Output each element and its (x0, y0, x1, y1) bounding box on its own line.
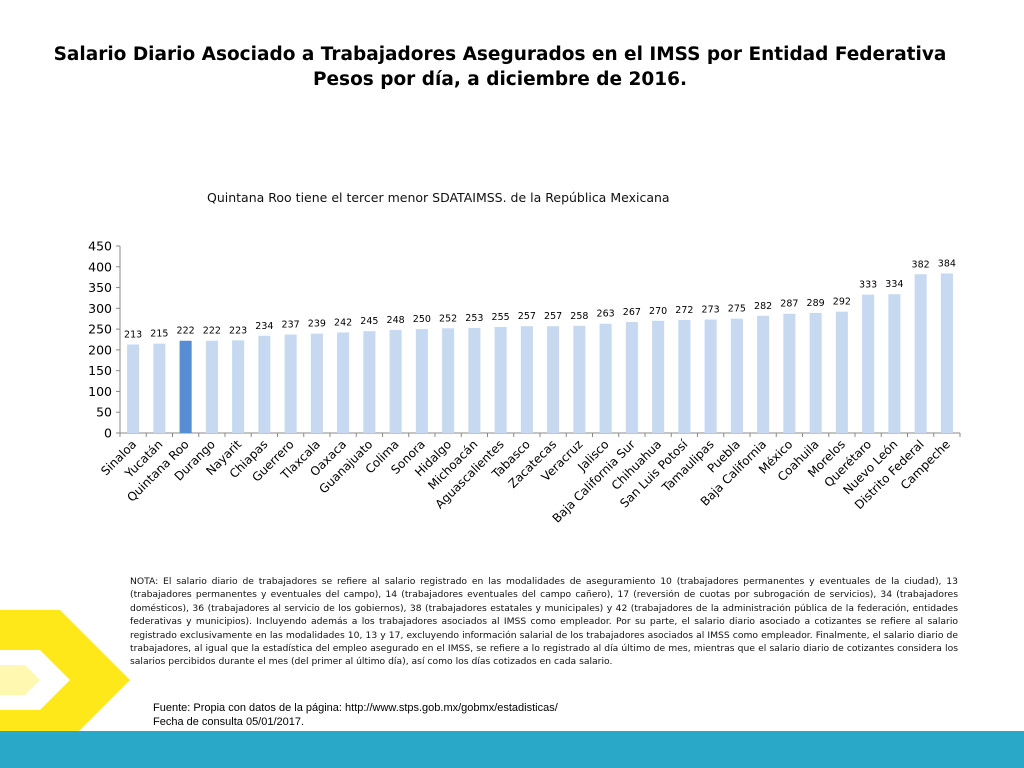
bar (337, 332, 350, 433)
bar (520, 326, 533, 433)
bar (757, 315, 770, 433)
bar (783, 313, 796, 433)
y-tick-label: 100 (88, 384, 112, 399)
data-label: 289 (807, 298, 825, 309)
data-label: 384 (938, 258, 956, 269)
data-label: 222 (203, 326, 221, 337)
data-label: 255 (492, 312, 510, 323)
bar (652, 320, 665, 433)
bar-chart: 050100150200250300350400450213Sinaloa215… (88, 239, 961, 526)
page-title: Salario Diario Asociado a Trabajadores A… (0, 42, 1000, 92)
title-line-1: Salario Diario Asociado a Trabajadores A… (53, 44, 947, 65)
bar (389, 329, 402, 433)
data-label: 222 (177, 326, 195, 337)
bar (704, 319, 717, 433)
bar (730, 318, 743, 433)
bar (468, 327, 481, 433)
bar (442, 328, 455, 433)
data-label: 250 (413, 314, 431, 325)
data-label: 253 (465, 313, 483, 324)
data-label: 263 (597, 309, 615, 320)
y-tick-label: 300 (88, 301, 112, 316)
bar (232, 340, 245, 433)
note-text: NOTA: El salario diario de trabajadores … (130, 576, 958, 668)
data-label: 382 (912, 259, 930, 270)
chart-caption: Quintana Roo tiene el tercer menor SDATA… (207, 190, 670, 205)
bar (310, 333, 323, 433)
bar (258, 335, 271, 433)
bar (888, 294, 901, 433)
source-block: Fuente: Propia con datos de la página: h… (153, 701, 558, 729)
data-label: 257 (544, 311, 562, 322)
data-label: 252 (439, 313, 457, 324)
bar (940, 273, 953, 433)
bar (363, 331, 376, 433)
data-label: 282 (754, 301, 772, 312)
bottom-band (0, 731, 1024, 768)
bar (127, 344, 140, 433)
data-label: 234 (255, 321, 273, 332)
data-label: 242 (334, 317, 352, 328)
data-label: 258 (570, 311, 588, 322)
bar (914, 274, 927, 433)
data-label: 237 (282, 320, 300, 331)
y-tick-label: 400 (88, 259, 112, 274)
bar (179, 340, 192, 433)
bar (205, 340, 218, 433)
data-label: 292 (833, 297, 851, 308)
y-tick-label: 250 (88, 322, 112, 337)
data-label: 248 (387, 315, 405, 326)
data-label: 270 (649, 306, 667, 317)
bar (573, 325, 586, 433)
data-label: 245 (360, 316, 378, 327)
bar (284, 334, 297, 433)
bar (862, 294, 875, 433)
data-label: 275 (728, 304, 746, 315)
bar (809, 312, 822, 433)
y-tick-label: 350 (88, 280, 112, 295)
data-label: 287 (780, 299, 798, 310)
bar (415, 329, 428, 433)
data-label: 215 (150, 329, 168, 340)
title-line-2: Pesos por día, a diciembre de 2016. (312, 69, 688, 90)
data-label: 273 (702, 305, 720, 316)
source-line-1: Fuente: Propia con datos de la página: h… (153, 702, 558, 714)
data-label: 333 (859, 280, 877, 291)
data-label: 334 (885, 279, 903, 290)
bar (599, 323, 612, 433)
source-line-2: Fecha de consulta 05/01/2017. (153, 716, 305, 728)
bar (678, 319, 691, 433)
logo-graphic (0, 610, 130, 740)
y-tick-label: 150 (88, 363, 112, 378)
data-label: 223 (229, 325, 247, 336)
data-label: 213 (124, 329, 142, 340)
bar (625, 322, 638, 433)
y-tick-label: 450 (88, 239, 112, 254)
data-label: 267 (623, 307, 641, 318)
bar (835, 311, 848, 433)
data-label: 272 (675, 305, 693, 316)
bar (153, 343, 166, 433)
y-tick-label: 200 (88, 342, 112, 357)
data-label: 257 (518, 311, 536, 322)
bar (494, 327, 507, 433)
data-label: 239 (308, 319, 326, 330)
y-tick-label: 0 (104, 426, 112, 441)
y-tick-label: 50 (96, 405, 112, 420)
bar (547, 326, 560, 433)
